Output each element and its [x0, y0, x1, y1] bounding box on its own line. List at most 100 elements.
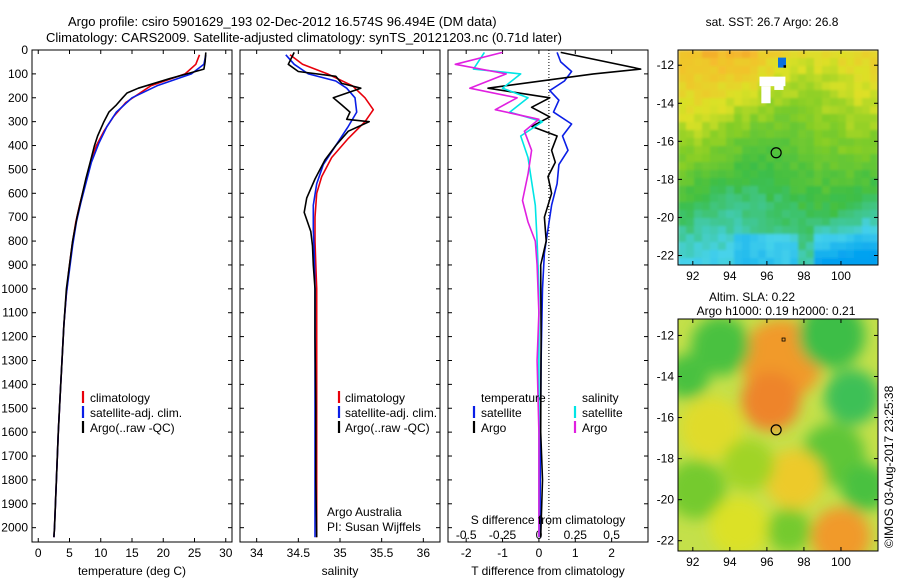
sst-cell	[870, 218, 878, 227]
sst-cell	[718, 50, 727, 59]
sst-cell	[838, 234, 847, 243]
sst-cell	[782, 74, 791, 83]
lat-tick-label: -12	[657, 58, 675, 72]
sst-cell	[742, 130, 751, 139]
sst-cell	[822, 250, 831, 259]
sst-cell	[806, 162, 815, 171]
sst-cell	[710, 162, 719, 171]
sst-cell	[678, 178, 687, 187]
sst-cell	[726, 178, 735, 187]
sst-cell	[870, 58, 878, 67]
sst-cell	[718, 250, 727, 259]
lon-tick-label: 92	[686, 269, 700, 283]
sst-cell	[862, 162, 871, 171]
sst-cell	[830, 58, 839, 67]
sst-cell	[822, 242, 831, 251]
sst-cell	[838, 114, 847, 123]
sst-cold-pixel	[778, 57, 786, 68]
sst-cell	[766, 138, 775, 147]
sst-cell	[822, 98, 831, 107]
sst-cell	[750, 66, 759, 75]
depth-tick-label: 300	[8, 115, 28, 129]
sst-cell	[710, 66, 719, 75]
sst-cell	[862, 234, 871, 243]
sst-cell	[678, 58, 687, 67]
sst-cell	[774, 50, 783, 59]
sst-cell	[758, 106, 767, 115]
sst-cell	[678, 226, 687, 235]
sst-cell	[758, 170, 767, 179]
sst-cell	[806, 146, 815, 155]
sst-cell	[830, 106, 839, 115]
sst-cell	[694, 74, 703, 83]
lat-tick-label: -16	[657, 134, 675, 148]
sst-cell	[750, 234, 759, 243]
sst-cell	[702, 258, 711, 265]
sst-cell	[854, 234, 863, 243]
sst-cell	[766, 162, 775, 171]
sst-cell	[790, 186, 799, 195]
sst-cell	[846, 218, 855, 227]
sst-cell	[782, 210, 791, 219]
sst-cell	[734, 66, 743, 75]
sst-cell	[766, 106, 775, 115]
sst-cell	[846, 138, 855, 147]
sst-cell	[870, 74, 878, 83]
sst-cell	[758, 130, 767, 139]
sst-cell	[758, 58, 767, 67]
sst-cell	[766, 234, 775, 243]
sst-cell	[750, 138, 759, 147]
sst-cell	[726, 98, 735, 107]
sst-cell	[702, 210, 711, 219]
depth-tick-label: 1800	[1, 473, 28, 487]
sst-cell	[742, 90, 751, 99]
sst-cell	[750, 74, 759, 83]
lat-tick-label: -18	[657, 452, 675, 466]
sst-cell	[790, 202, 799, 211]
lon-tick-label: 100	[831, 269, 851, 283]
sst-cell	[734, 186, 743, 195]
sst-cell	[830, 50, 839, 59]
sst-cell	[766, 186, 775, 195]
sst-cell	[806, 122, 815, 131]
sst-cell	[694, 146, 703, 155]
sst-cell	[734, 74, 743, 83]
sst-cell	[798, 250, 807, 259]
sst-cell	[758, 258, 767, 265]
sst-cell	[718, 194, 727, 203]
sst-cell	[854, 226, 863, 235]
sst-cell	[814, 154, 823, 163]
sst-cell	[766, 130, 775, 139]
sst-cell	[742, 138, 751, 147]
sst-cell	[862, 122, 871, 131]
legend-header-temperature: temperature	[481, 391, 546, 405]
sst-cell	[798, 58, 807, 67]
sst-cell	[686, 50, 695, 59]
sst-cell	[846, 194, 855, 203]
sst-cell	[862, 50, 871, 59]
sst-cell	[782, 58, 791, 67]
sst-cell	[862, 178, 871, 187]
sst-cell	[694, 258, 703, 265]
sst-cell	[766, 58, 775, 67]
sst-cell	[734, 226, 743, 235]
sst-cell	[742, 122, 751, 131]
sst-cell	[814, 138, 823, 147]
series-line-salinity-argo	[454, 51, 540, 538]
sst-cell	[830, 82, 839, 91]
sst-cell	[686, 90, 695, 99]
sst-cell	[782, 122, 791, 131]
sst-cell	[870, 138, 878, 147]
sst-cell	[870, 186, 878, 195]
sst-cell	[814, 122, 823, 131]
sst-cell	[798, 98, 807, 107]
sst-cell	[790, 114, 799, 123]
sst-cell	[678, 90, 687, 99]
difference-axis: -2 -1 0 1 2-0.5 -0.25 0 0.25 0.5	[456, 50, 620, 560]
sst-cell	[822, 122, 831, 131]
lat-tick-label: -14	[657, 96, 675, 110]
sst-cell	[830, 258, 839, 265]
sst-cell	[742, 58, 751, 67]
sst-cell	[726, 146, 735, 155]
sst-cell	[774, 106, 783, 115]
